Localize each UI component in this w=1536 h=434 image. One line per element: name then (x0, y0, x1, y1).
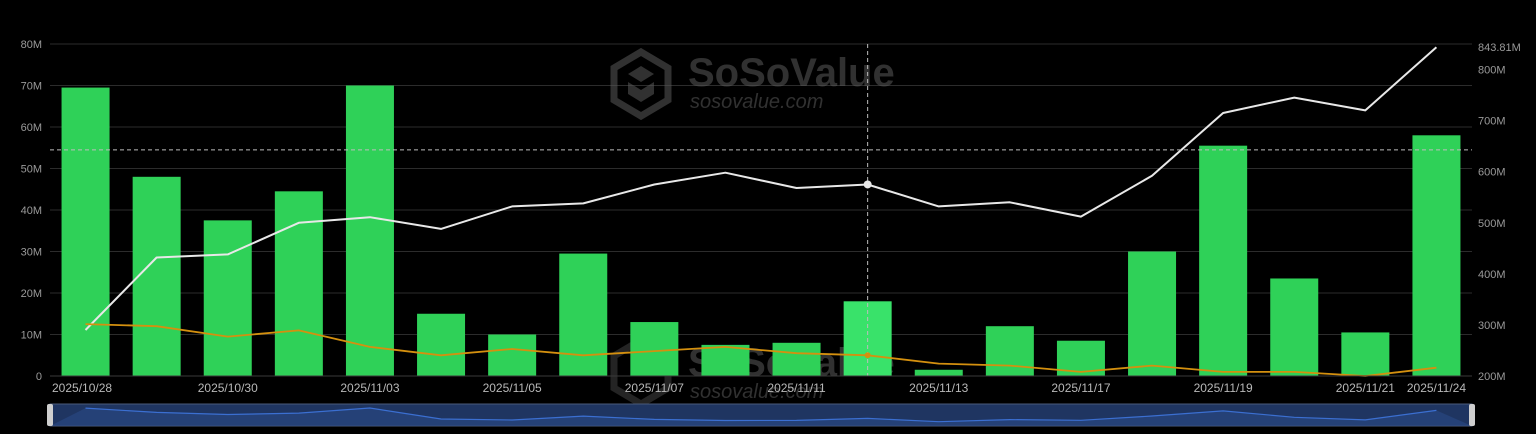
navigator-handle-right[interactable] (1469, 404, 1475, 426)
x-tick-label: 2025/10/28 (52, 381, 112, 395)
secondary-line (85, 323, 1437, 377)
bar[interactable] (203, 220, 252, 376)
watermark-logo-icon (610, 47, 672, 121)
y-right-tick-label: 200M (1478, 371, 1506, 383)
x-tick-label: 2025/11/21 (1336, 381, 1395, 395)
x-tick-label: 2025/11/19 (1194, 381, 1253, 395)
y-right-last-value-label: 843.81M (1478, 42, 1521, 54)
y-left-tick-label: 10M (21, 330, 42, 342)
navigator-area (50, 408, 1472, 426)
y-left-tick-label: 70M (21, 81, 42, 93)
bar[interactable] (345, 85, 394, 377)
crosshair (50, 44, 1472, 376)
bar[interactable] (701, 344, 750, 376)
y-left-tick-label: 80M (21, 39, 42, 51)
cumulative-line (84, 46, 1438, 331)
y-right-tick-label: 700M (1478, 116, 1506, 128)
x-tick-label: 2025/11/11 (767, 381, 826, 395)
bar[interactable] (1128, 251, 1177, 377)
y-left-tick-label: 40M (21, 205, 42, 217)
y-right-tick-label: 400M (1478, 269, 1506, 281)
bar[interactable] (61, 87, 110, 376)
crosshair-point-primary (863, 180, 872, 189)
x-tick-label: 2025/11/17 (1051, 381, 1110, 395)
x-tick-label: 2025/10/30 (198, 381, 258, 395)
y-left-tick-label: 60M (21, 122, 42, 134)
bar[interactable] (488, 334, 537, 377)
bar[interactable] (914, 369, 963, 376)
x-tick-label: 2025/11/13 (909, 381, 968, 395)
line-series (84, 46, 1438, 377)
y-left-tick-label: 50M (21, 164, 42, 176)
y-right-tick-label: 500M (1478, 218, 1506, 230)
bar[interactable] (1412, 135, 1461, 376)
x-tick-label: 2025/11/24 (1407, 381, 1466, 395)
x-tick-label: 2025/11/07 (625, 381, 684, 395)
bar[interactable] (559, 253, 608, 376)
navigator-handle-left[interactable] (47, 404, 53, 426)
y-axis-left: 0 10M 20M 30M 40M 50M 60M 70M 80M (21, 39, 42, 383)
bar[interactable] (630, 322, 679, 376)
bar[interactable] (985, 326, 1034, 376)
navigator-line (85, 407, 1437, 423)
bar[interactable] (1341, 332, 1390, 376)
range-navigator[interactable] (47, 403, 1475, 427)
y-left-tick-label: 30M (21, 247, 42, 259)
bar[interactable] (417, 313, 466, 376)
bar[interactable] (132, 176, 181, 376)
y-axis-right: 200M 300M 400M 500M 600M 700M 800M 843.81M (1478, 42, 1521, 383)
bar[interactable] (1199, 145, 1248, 376)
y-right-tick-label: 800M (1478, 65, 1506, 77)
bar-series (61, 85, 1461, 377)
y-right-tick-label: 300M (1478, 320, 1506, 332)
bar[interactable] (1270, 278, 1319, 376)
x-axis: 2025/10/28 2025/10/30 2025/11/03 2025/11/05… (50, 375, 1472, 395)
y-left-tick-label: 0 (36, 371, 42, 383)
bar[interactable] (274, 191, 323, 376)
y-left-tick-label: 20M (21, 288, 42, 300)
y-right-tick-label: 600M (1478, 167, 1506, 179)
x-tick-label: 2025/11/03 (340, 381, 399, 395)
watermark-brand: SoSoValue (688, 51, 895, 95)
bar[interactable] (772, 342, 821, 376)
watermark-url: sosovalue.com (690, 91, 823, 113)
crosshair-point-secondary (864, 352, 871, 359)
x-tick-label: 2025/11/05 (483, 381, 542, 395)
watermark-url-bottom: sosovalue.com (690, 381, 823, 403)
